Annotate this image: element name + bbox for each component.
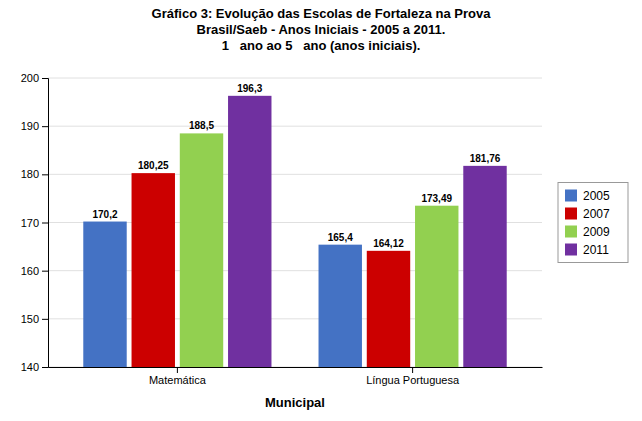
y-tick: 200: [21, 72, 48, 84]
bars: [83, 96, 506, 367]
y-tick-mark: [42, 223, 48, 224]
y-tick-label: 160: [21, 265, 39, 277]
y-tick-mark: [42, 126, 48, 127]
data-label: 180,25: [138, 160, 169, 171]
x-tick-label: Língua Portuguesa: [366, 374, 460, 386]
plot: 170,2 165,4 180,25 164,12 188,5 173,49 196,3 18…: [21, 72, 543, 410]
y-tick: 190: [21, 120, 48, 132]
bar: [132, 173, 175, 367]
x-axis-line: [49, 367, 543, 368]
data-label: 181,76: [470, 153, 501, 164]
bar: [228, 96, 271, 367]
y-tick-label: 200: [21, 72, 39, 84]
x-tick: Matemática: [149, 367, 207, 386]
grid-line: [48, 78, 542, 79]
bar: [415, 206, 458, 367]
title-line: 1 ano ao 5 ano (anos iniciais).: [222, 38, 421, 53]
x-axis-title: Municipal: [265, 395, 325, 410]
data-label: 165,4: [328, 232, 353, 243]
legend-swatch: [565, 244, 577, 256]
legend-swatch: [565, 190, 577, 202]
legend-item: 2011: [565, 243, 609, 257]
data-label: 170,2: [92, 209, 117, 220]
x-tick-mark: [412, 367, 413, 373]
legend-frame: [558, 183, 628, 263]
bar: [180, 133, 223, 367]
legend-item: 2007: [565, 207, 610, 221]
title-line: Gráfico 3: Evolução das Escolas de Forta…: [152, 6, 492, 21]
y-tick-mark: [42, 319, 48, 320]
y-axis-line: [42, 79, 49, 368]
legend-label: 2011: [583, 243, 609, 257]
y-tick-label: 170: [21, 217, 39, 229]
bar: [367, 251, 410, 367]
y-tick-mark: [42, 367, 48, 368]
grid: [48, 78, 542, 367]
y-tick: 150: [21, 313, 48, 325]
y-tick-mark: [42, 174, 48, 175]
legend-label: 2005: [583, 189, 610, 203]
x-tick-mark: [177, 367, 178, 373]
y-tick-label: 180: [21, 168, 39, 180]
legend-item: 2009: [565, 225, 610, 239]
y-tick-label: 190: [21, 120, 39, 132]
data-label: 196,3: [237, 83, 262, 94]
bar: [319, 245, 362, 367]
legend-label: 2007: [583, 207, 610, 221]
legend-swatch: [565, 226, 577, 238]
bar: [463, 166, 506, 367]
y-tick: 140: [21, 361, 48, 373]
y-axis: 140 150 160 170 180 190 200: [21, 72, 49, 373]
x-tick-label: Matemática: [149, 374, 207, 386]
grid-line: [48, 126, 542, 127]
legend-swatch: [565, 208, 577, 220]
x-axis: Matemática Língua Portuguesa: [49, 367, 543, 386]
x-tick: Língua Portuguesa: [366, 367, 460, 386]
title: Gráfico 3: Evolução das Escolas de Forta…: [152, 6, 492, 53]
y-tick: 170: [21, 217, 48, 229]
data-labels: 170,2 165,4 180,25 164,12 188,5 173,49 196,3 18…: [92, 83, 500, 249]
y-tick: 180: [21, 168, 48, 180]
legend-label: 2009: [583, 225, 610, 239]
chart-svg: Gráfico 3: Evolução das Escolas de Forta…: [0, 0, 642, 421]
y-tick-mark: [42, 271, 48, 272]
data-label: 173,49: [421, 193, 452, 204]
legend-item: 2005: [565, 189, 610, 203]
title-line: Brasil/Saeb - Anos Iniciais - 2005 a 201…: [197, 22, 446, 37]
y-tick: 160: [21, 265, 48, 277]
chart-container: Gráfico 3: Evolução das Escolas de Forta…: [0, 0, 642, 421]
legend: 2005 2007 2009 2011: [558, 183, 628, 263]
y-tick-label: 140: [21, 361, 39, 373]
bar: [83, 222, 126, 367]
y-tick-mark: [42, 78, 48, 79]
data-label: 188,5: [189, 120, 214, 131]
data-label: 164,12: [373, 238, 404, 249]
y-tick-label: 150: [21, 313, 39, 325]
